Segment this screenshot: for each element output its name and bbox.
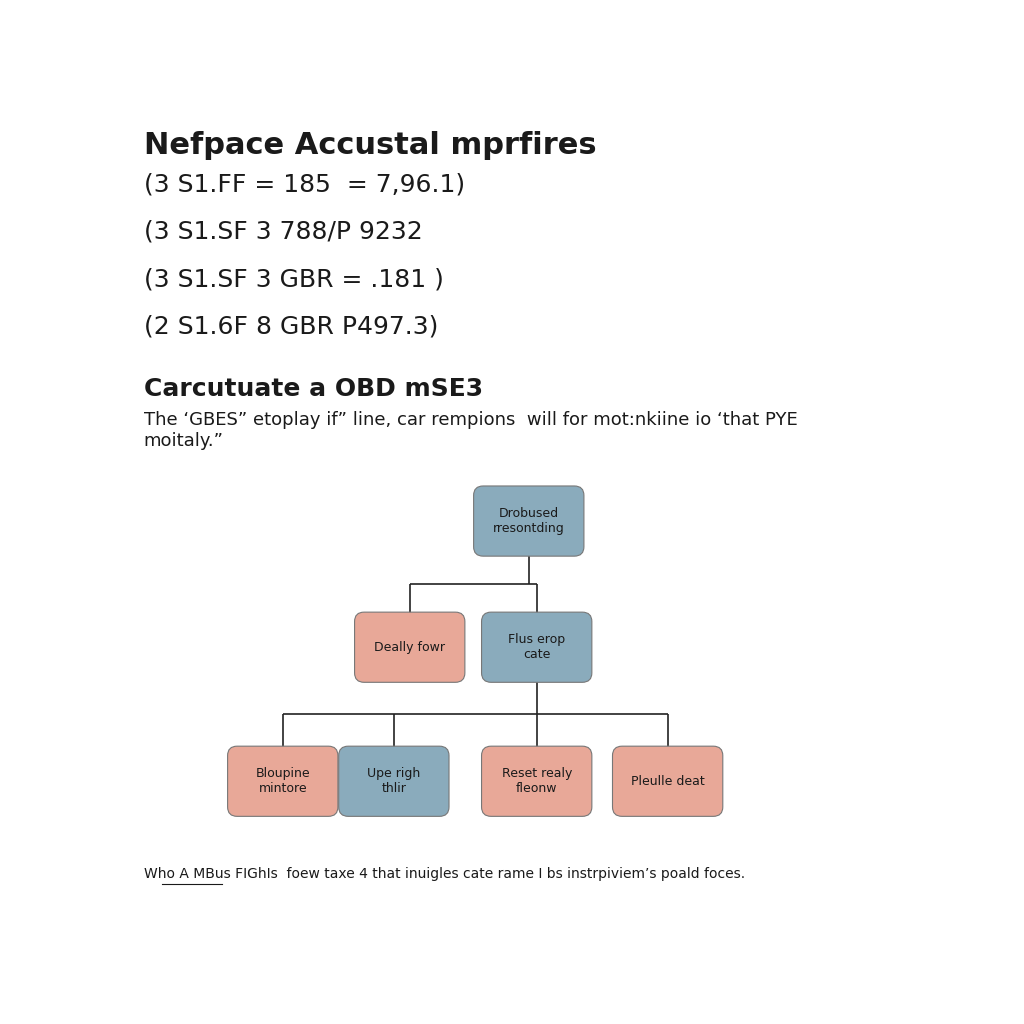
- Text: Drobused
rresontding: Drobused rresontding: [493, 507, 564, 536]
- Text: Reset realy
fleonw: Reset realy fleonw: [502, 767, 571, 796]
- Text: Nefpace Accustal mprfires: Nefpace Accustal mprfires: [143, 131, 597, 160]
- FancyBboxPatch shape: [354, 612, 465, 682]
- FancyBboxPatch shape: [339, 746, 449, 816]
- FancyBboxPatch shape: [227, 746, 338, 816]
- FancyBboxPatch shape: [481, 746, 592, 816]
- Text: (3 S1.SF 3 788/P 9232: (3 S1.SF 3 788/P 9232: [143, 220, 423, 244]
- Text: Pleulle deat: Pleulle deat: [631, 775, 705, 787]
- Text: Carcutuate a OBD mSE3: Carcutuate a OBD mSE3: [143, 377, 483, 400]
- Text: (3 S1.SF 3 GBR = .181 ): (3 S1.SF 3 GBR = .181 ): [143, 267, 443, 291]
- FancyBboxPatch shape: [474, 486, 584, 556]
- Text: Bloupine
mintore: Bloupine mintore: [255, 767, 310, 796]
- FancyBboxPatch shape: [481, 612, 592, 682]
- Text: Who A MBus FIGhIs  foew taxe 4 that inuigles cate rame I bs instrpiviem’s poald : Who A MBus FIGhIs foew taxe 4 that inuig…: [143, 867, 745, 882]
- Text: (3 S1.FF = 185  = 7,96.1): (3 S1.FF = 185 = 7,96.1): [143, 173, 465, 197]
- Text: Flus erop
cate: Flus erop cate: [508, 633, 565, 662]
- FancyBboxPatch shape: [612, 746, 723, 816]
- Text: Deally fowr: Deally fowr: [374, 641, 445, 653]
- Text: (2 S1.6F 8 GBR P497.3): (2 S1.6F 8 GBR P497.3): [143, 314, 438, 339]
- Text: Upe righ
thlir: Upe righ thlir: [368, 767, 421, 796]
- Text: The ‘GBES” etoplay if” line, car rempions  will for mot:nkiine io ‘that PYE
moit: The ‘GBES” etoplay if” line, car rempion…: [143, 412, 798, 451]
